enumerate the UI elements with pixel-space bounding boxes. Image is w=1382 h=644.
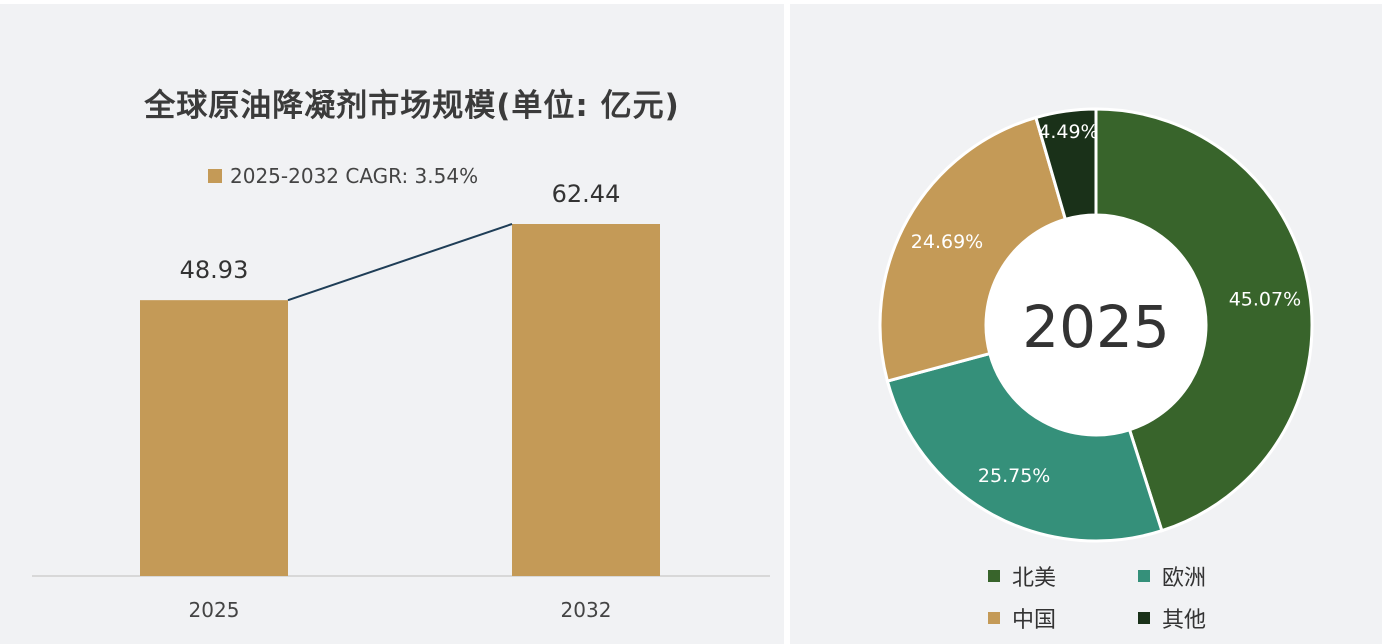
legend-swatch <box>208 169 222 183</box>
legend-swatch <box>1138 612 1150 624</box>
legend-label: 其他 <box>1162 608 1207 633</box>
bar-2032 <box>512 224 660 576</box>
donut-slice-north-america <box>1094 107 1314 533</box>
donut-value-label-china: 24.69% <box>911 231 983 253</box>
legend-item-china: 中国 <box>988 602 1138 634</box>
bar-value-label-2025: 48.93 <box>179 256 249 285</box>
bar-chart-title: 全球原油降凝剂市场规模(单位: 亿元) <box>144 88 680 124</box>
legend-swatch <box>1138 570 1150 582</box>
legend-label: 欧洲 <box>1162 566 1207 591</box>
legend-label-cagr: 2025-2032 CAGR: 3.54% <box>230 164 479 188</box>
donut-slice-europe <box>885 351 1164 543</box>
donut-legend: 北美 欧洲 中国 其他 <box>988 560 1258 634</box>
bar-chart-legend: 2025-2032 CAGR: 3.54% <box>208 164 478 188</box>
donut-value-label-europe: 25.75% <box>978 465 1050 487</box>
x-tick-label-2025: 2025 <box>188 598 240 622</box>
donut-slice-china <box>878 115 1068 383</box>
donut-value-label-other: 4.49% <box>1038 121 1098 143</box>
legend-label: 中国 <box>1012 608 1057 633</box>
x-tick-label-2032: 2032 <box>560 598 612 622</box>
donut-hole <box>987 216 1205 434</box>
legend-item-europe: 欧洲 <box>1138 560 1258 592</box>
donut-value-label-north-america: 45.07% <box>1229 289 1301 311</box>
legend-swatch <box>988 612 1000 624</box>
legend-swatch <box>988 570 1000 582</box>
bar-2025 <box>140 300 288 576</box>
legend-item-north-america: 北美 <box>988 560 1138 592</box>
bar-value-label-2032: 62.44 <box>551 180 621 208</box>
legend-label: 北美 <box>1012 566 1057 591</box>
donut-center-label: 2025 <box>1022 293 1170 361</box>
legend-item-other: 其他 <box>1138 602 1258 634</box>
donut-slice-other <box>1034 107 1098 222</box>
trend-line <box>287 223 513 302</box>
